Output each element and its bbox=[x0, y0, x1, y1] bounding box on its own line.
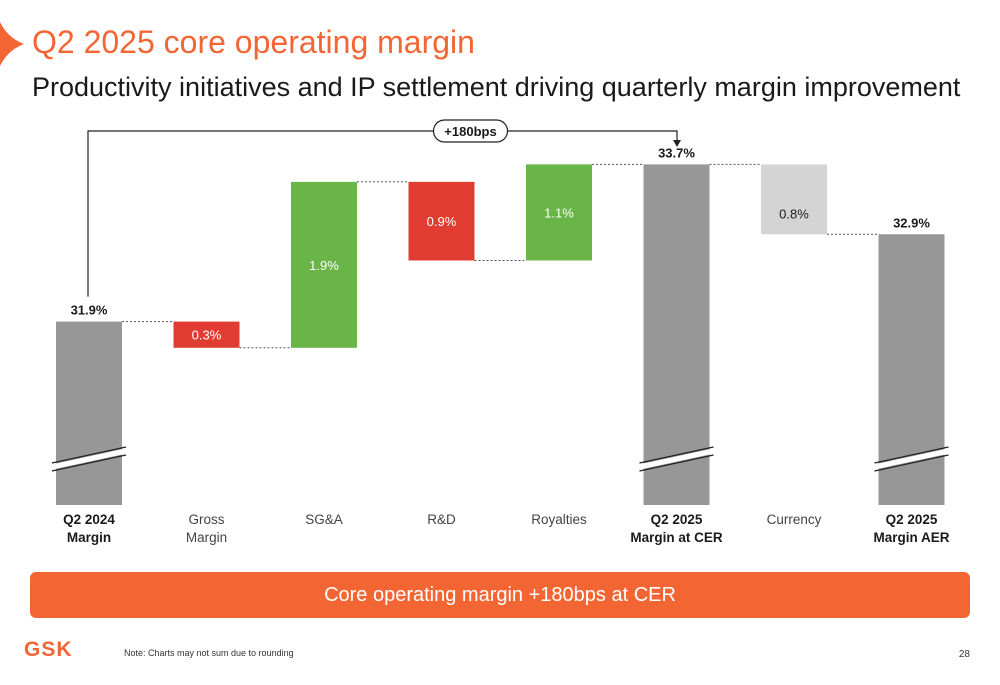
bar-value-label: 0.3% bbox=[192, 328, 222, 343]
category-label: Q2 2025 bbox=[886, 512, 938, 527]
axis-break-line bbox=[639, 446, 714, 464]
bar-value-label: 31.9% bbox=[71, 303, 108, 318]
category-label: Q2 2024 bbox=[63, 512, 115, 527]
category-label: SG&A bbox=[305, 512, 343, 527]
category-label: Currency bbox=[767, 512, 822, 527]
page-title: Q2 2025 core operating margin bbox=[32, 24, 475, 60]
bar-total bbox=[56, 321, 122, 505]
bar-value-label: 0.8% bbox=[779, 206, 809, 221]
waterfall-chart: 31.9% Q2 2024 Margin 0.3% Gross Margin 1.9% SG&… bbox=[51, 119, 950, 545]
corner-accent-shape bbox=[0, 22, 24, 66]
page-subtitle: Productivity initiatives and IP settleme… bbox=[32, 72, 961, 102]
axis-break-mark bbox=[638, 448, 715, 470]
category-label: Margin at CER bbox=[630, 530, 723, 545]
category-label: Margin bbox=[67, 530, 111, 545]
bar-value-label: 1.1% bbox=[544, 205, 574, 220]
category-label: Gross bbox=[188, 512, 224, 527]
bracket-line bbox=[87, 130, 678, 297]
bar-value-label: 1.9% bbox=[309, 258, 339, 273]
category-label: Margin AER bbox=[873, 530, 949, 545]
bar-increase bbox=[526, 164, 592, 261]
summary-banner: Core operating margin +180bps at CER bbox=[30, 572, 970, 618]
summary-banner-text: Core operating margin +180bps at CER bbox=[324, 583, 676, 606]
bracket-pill bbox=[432, 119, 509, 143]
axis-break-line bbox=[51, 454, 127, 472]
axis-break-line bbox=[639, 454, 714, 472]
axis-break-line bbox=[874, 454, 949, 472]
gsk-logo: GSK bbox=[24, 638, 73, 661]
bar-value-label: 0.9% bbox=[427, 214, 457, 229]
page-number: 28 bbox=[958, 649, 970, 660]
category-label: Margin bbox=[186, 530, 227, 545]
footnote: Note: Charts may not sum due to rounding bbox=[124, 648, 294, 658]
bracket-label: +180bps bbox=[444, 124, 496, 139]
bar-increase bbox=[291, 181, 357, 348]
axis-break-line bbox=[874, 446, 949, 464]
axis-break-mark bbox=[873, 448, 950, 470]
category-label: Q2 2025 bbox=[651, 512, 703, 527]
bar-total bbox=[643, 164, 710, 505]
bar-value-label: 33.7% bbox=[658, 145, 695, 160]
bar-decrease bbox=[173, 321, 240, 348]
bar-currency bbox=[761, 164, 827, 235]
bar-decrease bbox=[408, 181, 475, 261]
category-label: R&D bbox=[427, 512, 456, 527]
category-label: Royalties bbox=[531, 512, 587, 527]
axis-break-line bbox=[51, 446, 127, 464]
bar-value-label: 32.9% bbox=[893, 215, 930, 230]
bracket-arrowhead bbox=[673, 140, 681, 147]
axis-break-mark bbox=[51, 448, 127, 470]
